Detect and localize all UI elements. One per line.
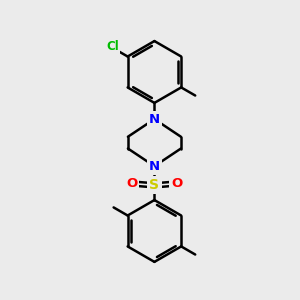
Text: S: S — [149, 178, 159, 192]
Text: N: N — [149, 112, 160, 126]
Text: N: N — [149, 160, 160, 173]
Text: Cl: Cl — [106, 40, 119, 53]
Text: O: O — [172, 177, 183, 190]
Text: O: O — [126, 177, 137, 190]
